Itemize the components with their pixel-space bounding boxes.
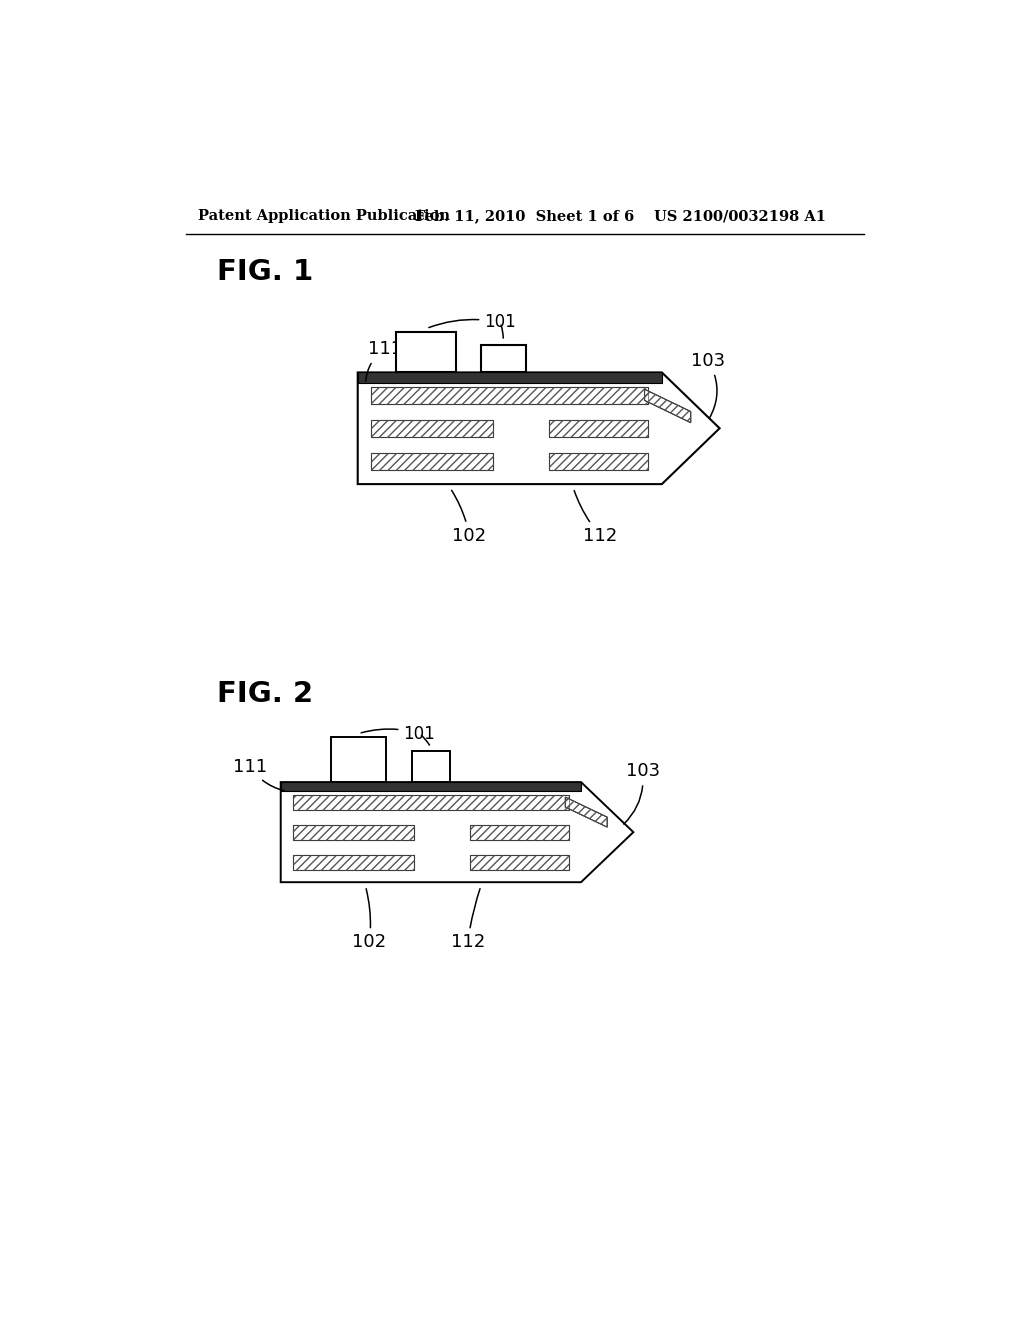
Text: FIG. 2: FIG. 2 xyxy=(217,680,313,708)
Polygon shape xyxy=(357,372,720,484)
Text: 103: 103 xyxy=(624,763,659,824)
Polygon shape xyxy=(331,738,386,781)
Polygon shape xyxy=(293,854,415,870)
Polygon shape xyxy=(293,825,415,840)
Text: 102: 102 xyxy=(352,888,386,952)
Text: 101: 101 xyxy=(361,725,435,743)
Text: 112: 112 xyxy=(451,888,485,952)
Text: 111: 111 xyxy=(366,341,401,381)
Text: Patent Application Publication: Patent Application Publication xyxy=(199,209,451,223)
Polygon shape xyxy=(371,454,494,470)
Text: US 2100/0032198 A1: US 2100/0032198 A1 xyxy=(654,209,826,223)
Text: 102: 102 xyxy=(452,490,486,545)
Polygon shape xyxy=(644,389,691,422)
Polygon shape xyxy=(371,387,648,404)
Text: FIG. 1: FIG. 1 xyxy=(217,259,313,286)
Text: 101: 101 xyxy=(429,313,516,331)
Polygon shape xyxy=(412,751,451,781)
Polygon shape xyxy=(549,454,648,470)
Text: 103: 103 xyxy=(691,352,725,418)
Polygon shape xyxy=(549,420,648,437)
Polygon shape xyxy=(396,333,457,372)
Polygon shape xyxy=(281,781,581,791)
Polygon shape xyxy=(371,420,494,437)
Polygon shape xyxy=(357,372,662,383)
Polygon shape xyxy=(481,345,525,372)
Polygon shape xyxy=(281,781,634,882)
Polygon shape xyxy=(470,854,569,870)
Polygon shape xyxy=(293,795,569,810)
Text: Feb. 11, 2010  Sheet 1 of 6: Feb. 11, 2010 Sheet 1 of 6 xyxy=(416,209,635,223)
Polygon shape xyxy=(470,825,569,840)
Text: 112: 112 xyxy=(574,491,617,545)
Text: 111: 111 xyxy=(232,758,285,791)
Polygon shape xyxy=(565,797,607,828)
